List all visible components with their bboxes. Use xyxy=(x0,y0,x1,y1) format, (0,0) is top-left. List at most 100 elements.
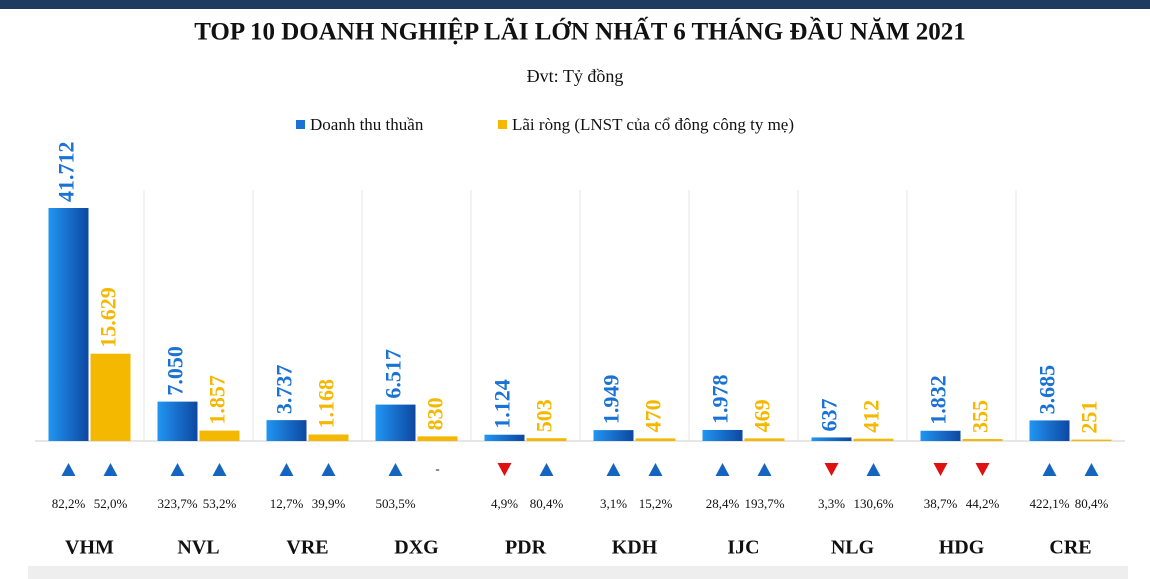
bar xyxy=(593,430,634,441)
change-label: 52,0% xyxy=(94,496,128,511)
change-label: 15,2% xyxy=(639,496,673,511)
value-label: 355 xyxy=(968,400,993,433)
change-label: 39,9% xyxy=(312,496,346,511)
arrow-up xyxy=(866,463,881,476)
arrow-down xyxy=(497,463,512,476)
x-tick-label: VHM xyxy=(65,537,114,559)
bar xyxy=(744,438,785,441)
bar xyxy=(157,401,198,441)
arrow-up xyxy=(648,463,663,476)
x-tick-label: NLG xyxy=(831,537,875,559)
value-label: 1.168 xyxy=(314,379,339,429)
arrow-down xyxy=(975,463,990,476)
bar xyxy=(920,430,961,441)
legend-label: Lãi ròng (LNST của cổ đông công ty mẹ) xyxy=(512,115,794,134)
arrow-up xyxy=(539,463,554,476)
value-label: 1.832 xyxy=(926,375,951,425)
value-label: 412 xyxy=(859,400,884,433)
value-label: 470 xyxy=(641,399,666,432)
arrow-up xyxy=(757,463,772,476)
bar xyxy=(266,420,307,441)
x-tick-label: PDR xyxy=(505,537,547,559)
value-label: 15.629 xyxy=(96,287,121,348)
bar xyxy=(484,434,525,441)
bar xyxy=(962,439,1003,441)
plot: VHM 41.712 82,2% 15.629 52,0% NVL 7.050 323,7% 1… xyxy=(35,142,1125,559)
value-label: 41.712 xyxy=(54,142,79,203)
value-label: 3.737 xyxy=(272,365,297,415)
value-label: 469 xyxy=(750,399,775,432)
bar xyxy=(635,438,676,441)
arrow-down xyxy=(933,463,948,476)
x-tick-label: VRE xyxy=(286,537,328,559)
change-label: 12,7% xyxy=(270,496,304,511)
bar xyxy=(417,436,458,441)
value-label: 503 xyxy=(532,399,557,432)
change-label: 193,7% xyxy=(744,496,784,511)
x-tick-label: IJC xyxy=(727,537,759,559)
bar xyxy=(90,353,131,441)
footer-band xyxy=(28,566,1128,579)
change-label: 28,4% xyxy=(706,496,740,511)
arrow-up xyxy=(1084,463,1099,476)
change-label: 422,1% xyxy=(1029,496,1069,511)
legend: Doanh thu thuần Lãi ròng (LNST của cổ đôn… xyxy=(296,115,794,134)
legend-label: Doanh thu thuần xyxy=(310,115,424,134)
legend-swatch xyxy=(498,120,507,129)
x-tick-label: DXG xyxy=(394,537,439,559)
chart-title: TOP 10 DOANH NGHIỆP LÃI LỚN NHẤT 6 THÁNG… xyxy=(194,17,966,46)
value-label: 7.050 xyxy=(163,346,188,396)
arrow-up xyxy=(715,463,730,476)
value-label: 1.124 xyxy=(490,379,515,429)
arrow-up xyxy=(170,463,185,476)
bar xyxy=(375,404,416,441)
value-label: 637 xyxy=(817,398,842,431)
change-label: 3,3% xyxy=(818,496,845,511)
value-label: 6.517 xyxy=(381,349,406,399)
arrow-down xyxy=(824,463,839,476)
value-label: 1.857 xyxy=(205,375,230,425)
bar xyxy=(853,438,894,441)
change-label: 323,7% xyxy=(157,496,197,511)
value-label: 251 xyxy=(1077,401,1102,434)
x-tick-label: KDH xyxy=(612,537,658,559)
change-label: 82,2% xyxy=(52,496,86,511)
arrow-up xyxy=(61,463,76,476)
value-label: 1.949 xyxy=(599,375,624,425)
arrow-up xyxy=(321,463,336,476)
bar xyxy=(526,438,567,441)
legend-swatch xyxy=(296,120,305,129)
x-tick-label: HDG xyxy=(939,537,985,559)
change-label: 130,6% xyxy=(853,496,893,511)
bar xyxy=(199,430,240,441)
arrow-up xyxy=(606,463,621,476)
arrow-up xyxy=(212,463,227,476)
bar xyxy=(308,434,349,441)
bar xyxy=(48,208,89,441)
arrow-up xyxy=(1042,463,1057,476)
change-label: 4,9% xyxy=(491,496,518,511)
arrow-up xyxy=(388,463,403,476)
value-label: 1.978 xyxy=(708,374,733,424)
arrow-up xyxy=(103,463,118,476)
chart-subtitle: Đvt: Tỷ đồng xyxy=(527,66,624,86)
value-label: 830 xyxy=(423,397,448,430)
bar xyxy=(811,437,852,441)
change-label: 44,2% xyxy=(966,496,1000,511)
bar xyxy=(702,429,743,441)
change-label: 3,1% xyxy=(600,496,627,511)
change-label: - xyxy=(435,461,439,476)
x-tick-label: CRE xyxy=(1049,537,1091,559)
top-banner xyxy=(0,0,1150,9)
change-label: 38,7% xyxy=(924,496,958,511)
bar xyxy=(1071,439,1112,441)
change-label: 80,4% xyxy=(1075,496,1109,511)
value-label: 3.685 xyxy=(1035,365,1060,415)
change-label: 503,5% xyxy=(375,496,415,511)
arrow-up xyxy=(279,463,294,476)
x-tick-label: NVL xyxy=(177,537,219,559)
change-label: 53,2% xyxy=(203,496,237,511)
bar xyxy=(1029,420,1070,441)
change-label: 80,4% xyxy=(530,496,564,511)
